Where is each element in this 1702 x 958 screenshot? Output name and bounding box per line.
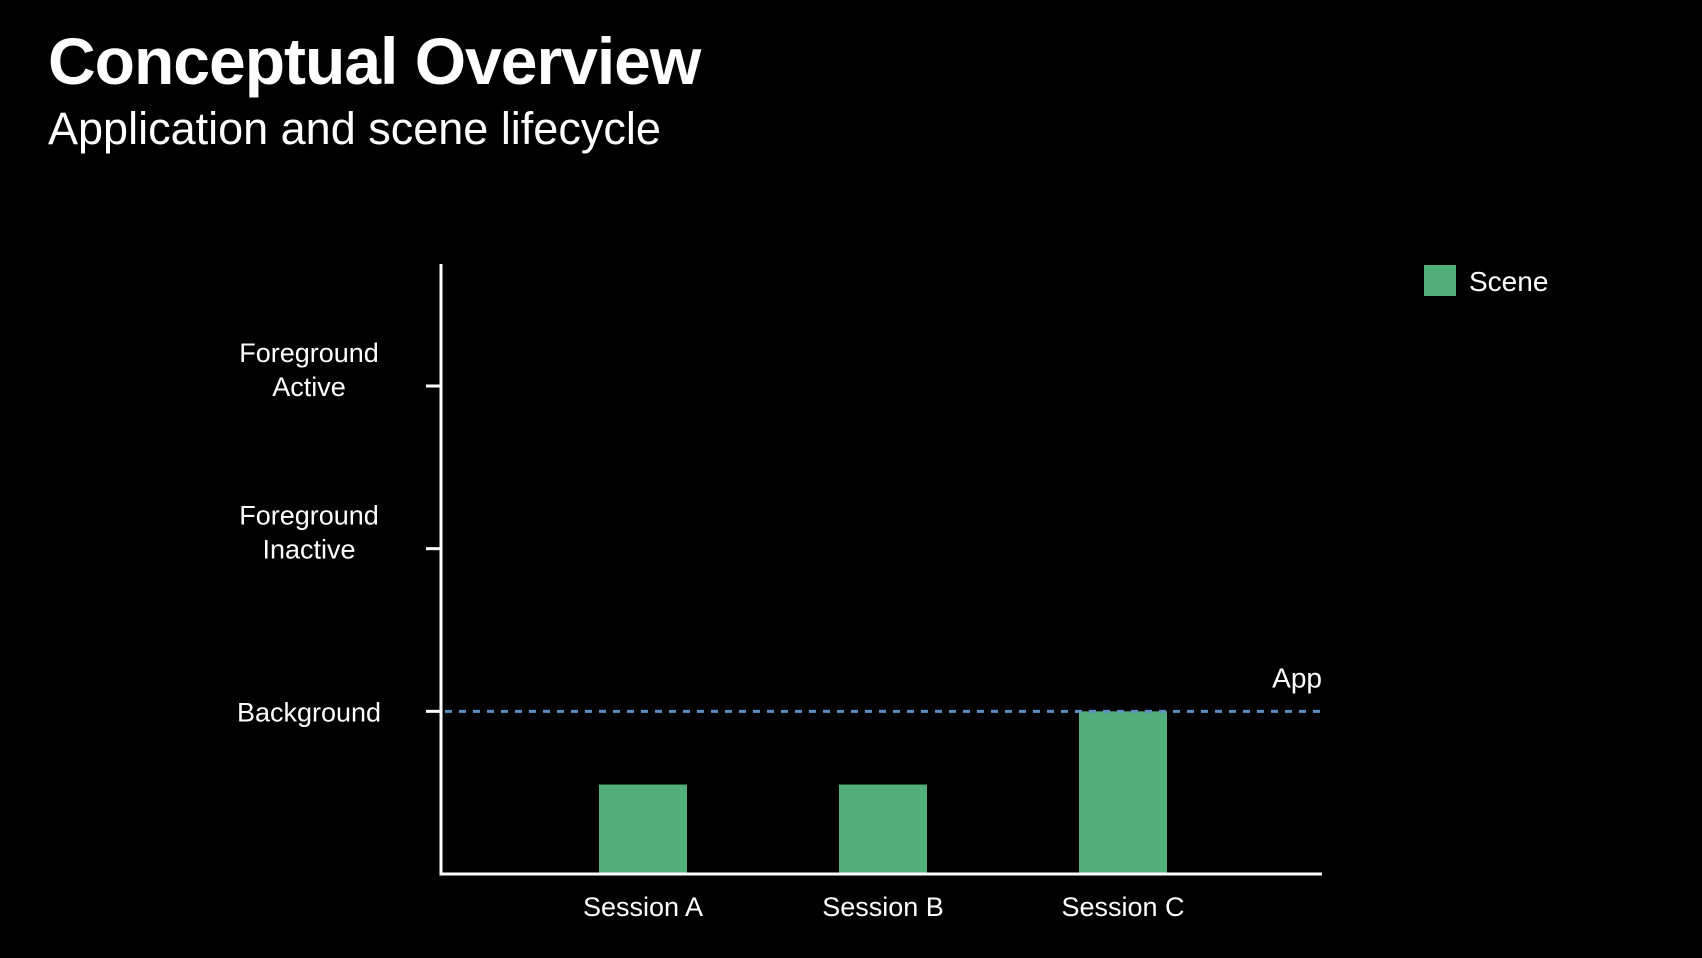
y-tick-label-background: Background [237, 697, 381, 727]
x-tick-label-session-b: Session B [822, 892, 944, 922]
bar-session-c [1079, 711, 1167, 874]
x-tick-label-session-c: Session C [1061, 892, 1184, 922]
app-reference-label: App [1272, 662, 1322, 693]
legend-swatch-scene [1424, 265, 1456, 296]
slide-title: Conceptual Overview [48, 24, 701, 98]
legend: Scene [1424, 265, 1548, 297]
labels-layer: App Background Foreground Inactive Foregroun… [237, 338, 1322, 922]
bar-session-b [839, 784, 927, 874]
bars-layer [599, 711, 1167, 874]
y-tick-label-foreground-active: Foreground Active [239, 338, 379, 402]
slide-subtitle: Application and scene lifecycle [48, 103, 661, 154]
x-tick-label-session-a: Session A [583, 892, 703, 922]
bar-session-a [599, 784, 687, 874]
axes-layer [426, 264, 1322, 876]
legend-label-scene: Scene [1469, 266, 1548, 297]
y-tick-label-foreground-inactive: Foreground Inactive [239, 501, 379, 565]
